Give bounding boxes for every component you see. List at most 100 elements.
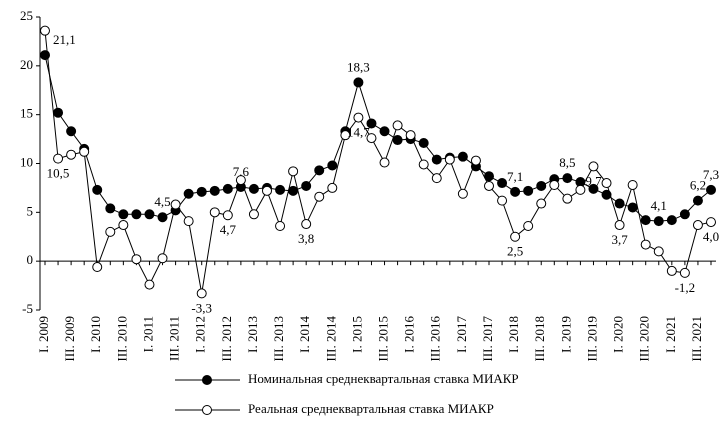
point [523,185,534,196]
point [418,137,429,148]
point [601,178,612,189]
point [248,183,259,194]
point [105,203,116,214]
point [92,184,103,195]
y-tick-label: 15 [20,106,33,121]
point [196,186,207,197]
x-tick-label: III. 2018 [532,316,547,362]
point [692,220,703,231]
y-tick-label: 5 [27,203,34,218]
point [79,146,90,157]
data-label: 10,5 [47,166,70,181]
x-tick-label: III. 2014 [323,316,338,362]
data-label: 3,7 [611,232,628,247]
point [353,112,364,123]
x-tick-label: III. 2017 [480,316,495,362]
point [679,267,690,278]
y-tick-label: -5 [22,301,33,316]
point [510,186,521,197]
x-tick-label: III. 2015 [376,316,391,362]
point [457,188,468,199]
data-label: 14,7 [347,125,370,140]
y-tick-label: 0 [27,252,34,267]
point [588,183,599,194]
x-tick-label: I. 2015 [349,316,364,353]
point [366,118,377,129]
point [405,130,416,141]
x-tick-label: I. 2011 [140,316,155,352]
x-tick-label: III. 2016 [428,316,443,362]
point [131,254,142,265]
y-tick-label: 25 [20,8,33,23]
point [562,193,573,204]
point [457,151,468,162]
point [105,226,116,237]
point [614,220,625,231]
point [379,157,390,168]
x-tick-label: III. 2012 [219,316,234,362]
x-tick-label: I. 2021 [663,316,678,353]
x-tick-label: III. 2021 [689,316,704,362]
point [444,154,455,165]
point [275,221,286,232]
data-label: 4,0 [703,229,719,244]
y-tick-label: 10 [20,154,33,169]
x-tick-label: III. 2009 [62,316,77,362]
point [144,209,155,220]
x-tick-label: III. 2020 [637,316,652,362]
point [262,185,272,196]
point [575,184,586,195]
point [183,216,194,227]
point [692,195,703,206]
point [431,154,442,165]
point [497,195,508,206]
data-label: 7,3 [703,167,719,182]
point [392,120,403,131]
point [92,262,103,273]
point [157,212,168,223]
point [366,133,377,144]
point [327,182,338,193]
point [379,126,390,137]
point [209,207,220,218]
x-tick-label: I. 2014 [297,316,312,353]
point [66,126,77,137]
point [183,188,194,199]
point [222,210,233,221]
x-tick-label: I. 2016 [402,316,417,353]
point [510,231,521,242]
x-tick-label: I. 2020 [611,316,626,353]
point [679,209,690,220]
legend-label: Номинальная среднеквартальная ставка МИА… [248,371,519,386]
point [157,253,168,264]
x-tick-label: I. 2019 [558,316,573,353]
point [353,77,364,88]
series-line [44,30,712,294]
x-tick-label: III. 2019 [584,316,599,362]
point [666,265,677,276]
point [497,178,508,189]
data-label: -1,2 [675,280,696,295]
data-label: 9,7 [585,173,602,188]
point [653,246,664,257]
point [314,191,325,202]
point [340,130,351,141]
point [536,198,547,209]
legend-label: Реальная среднеквартальная ставка МИАКР [248,401,494,416]
point [222,183,233,194]
legend-marker [202,375,212,385]
point [196,288,207,299]
point [248,209,259,220]
point [562,173,573,184]
point [614,198,625,209]
point [118,220,129,231]
point [131,209,142,220]
point [653,216,664,227]
y-tick-label: 20 [20,57,33,72]
point [301,219,312,230]
point [144,279,155,290]
data-label: 2,5 [507,244,523,259]
point [470,155,481,166]
point [588,161,599,172]
